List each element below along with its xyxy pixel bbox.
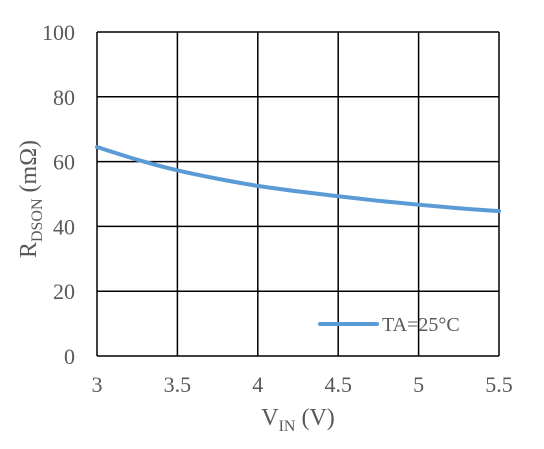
grid-lines bbox=[96, 31, 500, 357]
y-tick-label: 20 bbox=[53, 279, 75, 304]
legend-label: TA=25°C bbox=[382, 314, 460, 336]
x-tick-labels: 3 3.5 4 4.5 5 5.5 bbox=[92, 372, 513, 397]
y-axis-title-main: R bbox=[16, 242, 42, 258]
x-tick-label: 4.5 bbox=[324, 372, 352, 397]
y-tick-label: 80 bbox=[53, 85, 75, 110]
y-tick-label: 0 bbox=[64, 344, 75, 369]
x-tick-label: 4 bbox=[252, 372, 263, 397]
y-axis-title-unit: (mΩ) bbox=[16, 140, 42, 199]
legend: TA=25°C bbox=[318, 314, 460, 336]
y-tick-label: 40 bbox=[53, 214, 75, 239]
x-tick-label: 3 bbox=[92, 372, 103, 397]
x-tick-label: 5.5 bbox=[485, 372, 513, 397]
x-axis-title-sub: IN bbox=[279, 418, 296, 435]
y-tick-label: 60 bbox=[53, 150, 75, 175]
y-tick-labels: 0 20 40 60 80 100 bbox=[42, 20, 75, 369]
y-axis-title: RDSON (mΩ) bbox=[16, 140, 46, 258]
series-layer bbox=[95, 145, 501, 214]
x-axis-title-main: V bbox=[261, 405, 279, 431]
series-line bbox=[95, 145, 501, 214]
x-tick-label: 3.5 bbox=[164, 372, 192, 397]
y-axis-title-sub: DSON bbox=[29, 198, 46, 242]
x-axis-title-unit: (V) bbox=[295, 405, 334, 431]
x-axis-title: VIN (V) bbox=[261, 405, 335, 435]
x-tick-label: 5 bbox=[413, 372, 424, 397]
y-tick-label: 100 bbox=[42, 20, 75, 45]
